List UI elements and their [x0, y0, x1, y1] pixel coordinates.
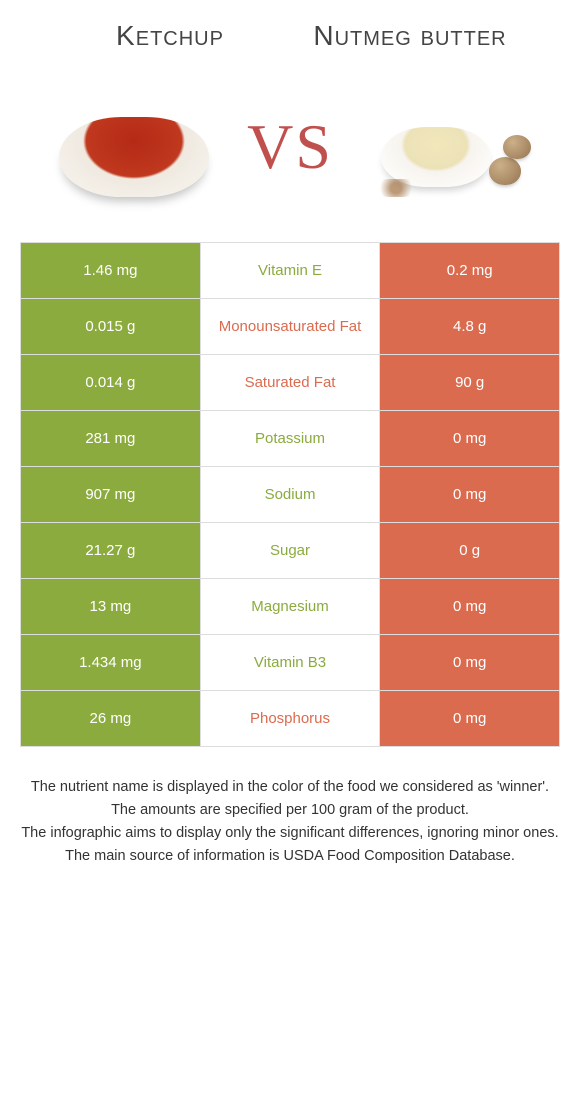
footer-line: The infographic aims to display only the… — [20, 823, 560, 844]
right-value: 0 mg — [380, 467, 560, 523]
nutrient-label: Saturated Fat — [201, 355, 381, 411]
table-row: 26 mgPhosphorus0 mg — [21, 691, 560, 747]
right-value: 4.8 g — [380, 299, 560, 355]
food-left-image — [30, 87, 237, 207]
image-row: VS — [0, 62, 580, 242]
nutrient-label: Phosphorus — [201, 691, 381, 747]
table-row: 1.434 mgVitamin B30 mg — [21, 635, 560, 691]
left-value: 1.46 mg — [21, 243, 201, 299]
footer-line: The main source of information is USDA F… — [20, 846, 560, 867]
food-right-title: Nutmeg butter — [290, 20, 530, 52]
left-value: 907 mg — [21, 467, 201, 523]
table-row: 281 mgPotassium0 mg — [21, 411, 560, 467]
table-row: 21.27 gSugar0 g — [21, 523, 560, 579]
table-row: 13 mgMagnesium0 mg — [21, 579, 560, 635]
nutrient-label: Potassium — [201, 411, 381, 467]
left-value: 0.014 g — [21, 355, 201, 411]
comparison-header: Ketchup Nutmeg butter — [0, 0, 580, 62]
left-value: 26 mg — [21, 691, 201, 747]
table-row: 0.015 gMonounsaturated Fat4.8 g — [21, 299, 560, 355]
nutrient-label: Monounsaturated Fat — [201, 299, 381, 355]
table-row: 0.014 gSaturated Fat90 g — [21, 355, 560, 411]
footer-line: The nutrient name is displayed in the co… — [20, 777, 560, 798]
right-value: 0 g — [380, 523, 560, 579]
left-value: 13 mg — [21, 579, 201, 635]
nutrient-label: Sugar — [201, 523, 381, 579]
food-left-title: Ketchup — [50, 20, 290, 52]
nutrient-label: Magnesium — [201, 579, 381, 635]
left-value: 21.27 g — [21, 523, 201, 579]
table-row: 907 mgSodium0 mg — [21, 467, 560, 523]
left-value: 0.015 g — [21, 299, 201, 355]
footer-line: The amounts are specified per 100 gram o… — [20, 800, 560, 821]
nutrient-label: Sodium — [201, 467, 381, 523]
nutrient-table: 1.46 mgVitamin E0.2 mg0.015 gMonounsatur… — [20, 242, 560, 747]
footer-notes: The nutrient name is displayed in the co… — [0, 747, 580, 867]
right-value: 0 mg — [380, 635, 560, 691]
left-value: 1.434 mg — [21, 635, 201, 691]
table-row: 1.46 mgVitamin E0.2 mg — [21, 243, 560, 299]
right-value: 90 g — [380, 355, 560, 411]
right-value: 0 mg — [380, 691, 560, 747]
nutrient-label: Vitamin E — [201, 243, 381, 299]
nutrient-label: Vitamin B3 — [201, 635, 381, 691]
right-value: 0.2 mg — [380, 243, 560, 299]
left-value: 281 mg — [21, 411, 201, 467]
right-value: 0 mg — [380, 411, 560, 467]
vs-label: VS — [237, 110, 343, 184]
right-value: 0 mg — [380, 579, 560, 635]
food-right-image — [343, 87, 550, 207]
